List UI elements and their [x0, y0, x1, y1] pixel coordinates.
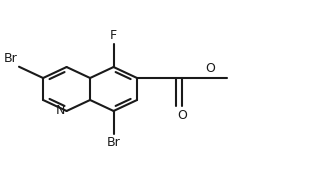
Text: Br: Br: [107, 137, 120, 150]
Text: F: F: [110, 30, 117, 43]
Text: Br: Br: [4, 52, 18, 65]
Text: N: N: [55, 104, 65, 117]
Text: O: O: [205, 62, 215, 75]
Text: O: O: [177, 109, 187, 122]
